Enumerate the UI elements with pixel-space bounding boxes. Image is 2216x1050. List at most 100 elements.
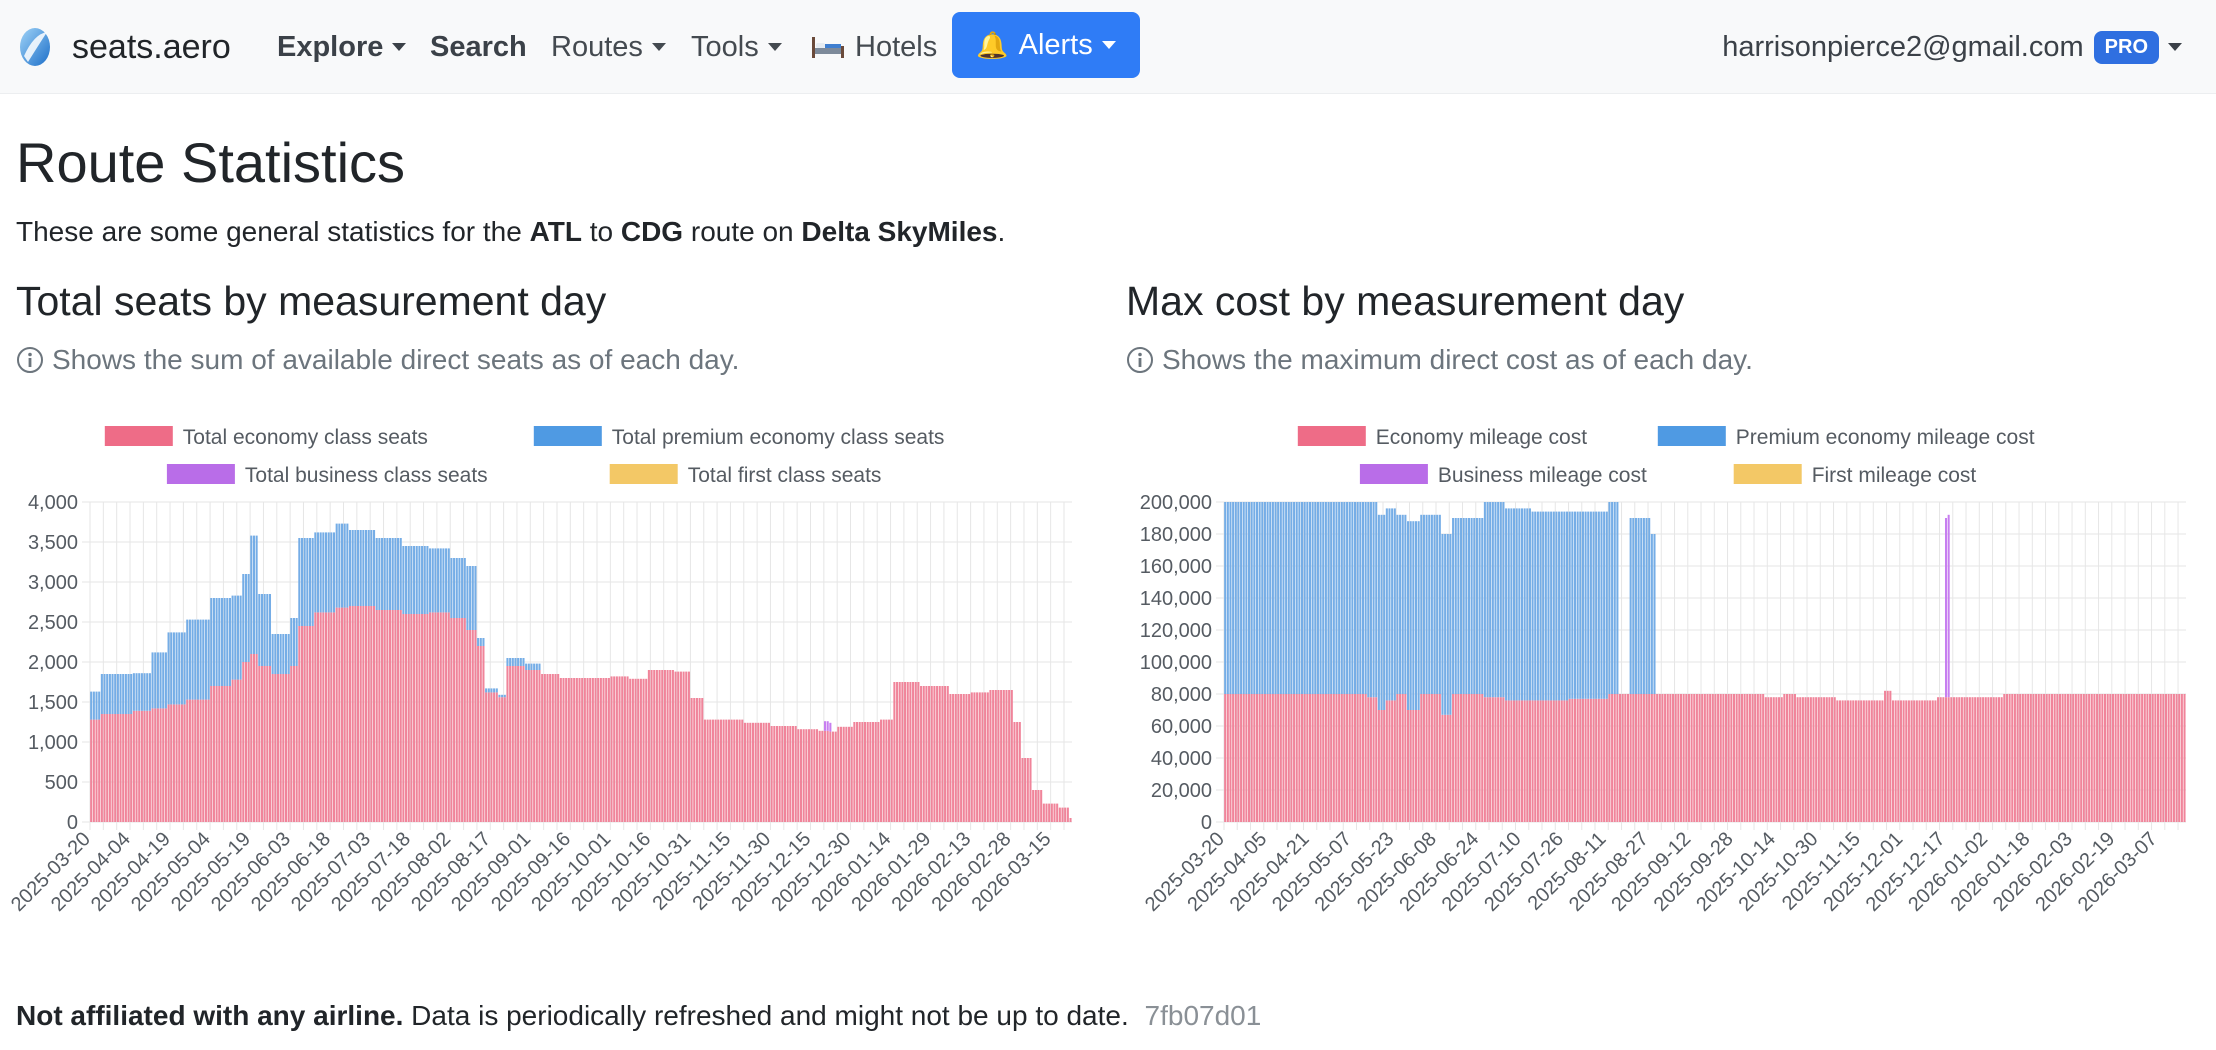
bar-segment [421, 546, 424, 614]
cost-chart-legend-item[interactable]: First mileage cost [1733, 464, 1977, 487]
bar-segment [2085, 694, 2088, 822]
bar-segment [767, 722, 771, 822]
bar-segment [1764, 697, 1767, 822]
bar-segment [765, 722, 768, 822]
brand[interactable]: seats.aero [16, 22, 231, 72]
bar-segment [960, 694, 963, 822]
alerts-button[interactable]: 🔔 Alerts [952, 12, 1140, 78]
bar-segment [1552, 511, 1555, 701]
bar-segment [821, 730, 824, 822]
bar-segment [1796, 697, 1799, 822]
intro-to: to [581, 216, 621, 247]
bar-segment [807, 729, 811, 822]
bar-segment [2043, 694, 2046, 822]
bar-segment [1748, 694, 1751, 822]
bar-segment [1502, 502, 1505, 698]
bar-segment [1234, 502, 1237, 694]
bar-segment [1595, 511, 1598, 699]
bar-segment [1531, 700, 1534, 822]
bar-segment [631, 678, 634, 822]
bar-segment [351, 606, 354, 822]
bar-segment [1391, 508, 1394, 701]
bar-segment [1865, 700, 1868, 822]
bar-segment [1475, 694, 1478, 822]
nav-tools[interactable]: Tools [691, 22, 782, 72]
bar-segment [823, 730, 827, 822]
bar-segment [1634, 518, 1637, 694]
cost-chart-legend-item[interactable]: Economy mileage cost [1297, 426, 1587, 449]
seats-chart-legend-item[interactable]: Total premium economy class seats [533, 426, 945, 449]
brand-name: seats.aero [72, 27, 231, 66]
bar-segment [1990, 697, 1993, 822]
bar-segment [1542, 700, 1545, 822]
bar-segment [266, 594, 269, 666]
bar-segment [1069, 818, 1072, 822]
bar-segment [1587, 511, 1590, 699]
intro-prefix: These are some general statistics for th… [16, 216, 530, 247]
bar-segment [2162, 694, 2165, 822]
bar-segment [1679, 694, 1683, 822]
bar-segment [917, 682, 920, 822]
bar-segment [517, 658, 520, 666]
bar-segment [370, 530, 373, 606]
bar-segment [1581, 511, 1584, 699]
nav-routes[interactable]: Routes [551, 22, 666, 72]
bar-segment [1605, 511, 1608, 699]
bar-segment [1359, 694, 1362, 822]
bar-segment [1425, 694, 1428, 822]
bar-segment [1571, 511, 1574, 699]
bar-segment [2035, 694, 2038, 822]
bar-segment [202, 619, 205, 700]
bar-segment [1878, 700, 1881, 822]
bar-segment [1677, 694, 1680, 822]
bar-segment [1844, 700, 1847, 822]
bar-segment [522, 658, 525, 666]
cost-chart-legend-item[interactable]: Premium economy mileage cost [1657, 426, 2035, 449]
bar-segment [365, 606, 368, 822]
seats-chart-legend-item[interactable]: Total economy class seats [104, 426, 428, 449]
bar-segment [1584, 511, 1587, 699]
bar-segment [1348, 694, 1351, 822]
bar-segment [861, 722, 864, 822]
bar-segment [466, 630, 469, 822]
bar-segment [2138, 694, 2141, 822]
seats-chart-legend-item[interactable]: Total first class seats [609, 464, 882, 487]
bar-segment [1526, 508, 1529, 701]
y-tick-label: 3,000 [28, 572, 78, 594]
bar-segment [378, 538, 381, 610]
bar-segment [1870, 700, 1873, 822]
bar-segment [1330, 502, 1333, 694]
seats-chart-subtitle: Shows the sum of available direct seats … [16, 344, 739, 376]
bar-segment [1727, 694, 1730, 822]
bar-segment [1613, 694, 1616, 822]
cost-chart-legend-item[interactable]: Business mileage cost [1359, 464, 1647, 487]
bar-segment [1026, 758, 1029, 822]
bar-segment [1274, 694, 1277, 822]
bar-segment [655, 670, 658, 822]
user-menu[interactable]: harrisonpierce2@gmail.com PRO [1722, 22, 2182, 72]
legend-swatch [609, 464, 678, 484]
nav-hotels[interactable]: Hotels [811, 22, 937, 72]
legend-label: Total premium economy class seats [612, 426, 945, 449]
bar-segment [1481, 694, 1484, 822]
nav-explore[interactable]: Explore [277, 22, 407, 72]
bar-segment [679, 671, 682, 822]
bar-segment [236, 595, 239, 680]
bar-segment [1282, 502, 1285, 694]
info-icon [17, 347, 43, 373]
bar-segment [1290, 502, 1293, 694]
bar-segment [1420, 694, 1423, 822]
bar-segment [554, 674, 557, 822]
bar-segment [1891, 700, 1895, 822]
bar-segment [922, 686, 925, 822]
nav-search[interactable]: Search [430, 22, 527, 72]
bar-segment [1263, 502, 1266, 694]
bar-segment [405, 614, 408, 822]
bar-segment [1785, 694, 1789, 822]
bar-segment [322, 532, 325, 613]
bar-segment [215, 686, 218, 822]
bar-segment [394, 610, 397, 822]
bar-segment [1494, 502, 1497, 698]
seats-chart-legend-item[interactable]: Total business class seats [166, 464, 488, 487]
bar-segment [258, 666, 261, 822]
